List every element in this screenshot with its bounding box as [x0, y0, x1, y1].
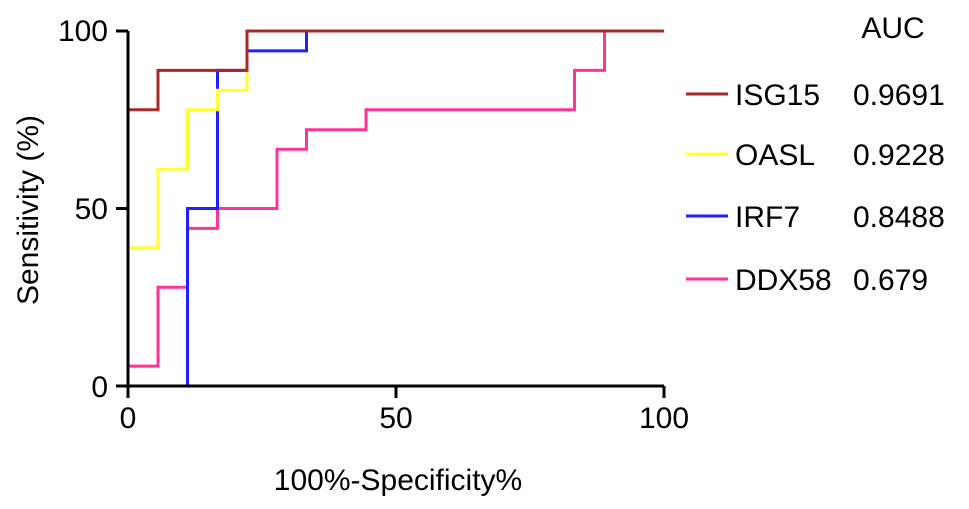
legend-entry-ddx58: DDX58 0.679 [686, 264, 928, 297]
series-line-ddx58 [126, 29, 664, 386]
legend-auc-irf7: 0.8488 [853, 201, 945, 234]
y-tick-label-50: 50 [75, 193, 108, 226]
x-axis-label: 100%-Specificity% [274, 464, 522, 497]
legend-auc-ddx58: 0.679 [853, 264, 928, 297]
series-line-irf7 [128, 29, 664, 388]
x-tick-label-0: 0 [120, 402, 137, 435]
legend-auc-isg15: 0.9691 [853, 79, 945, 112]
x-tick-label-100: 100 [639, 402, 689, 435]
legend-entry-isg15: ISG15 0.9691 [686, 79, 945, 112]
y-tick-label-0: 0 [91, 371, 108, 404]
x-tick-label-50: 50 [379, 402, 412, 435]
legend-entry-oasl: OASL 0.9228 [686, 139, 945, 172]
y-tick-label-100: 100 [58, 15, 108, 48]
legend-auc-oasl: 0.9228 [853, 139, 945, 172]
legend-label-oasl: OASL [735, 139, 815, 172]
legend-header: AUC [861, 12, 924, 45]
legend-label-irf7: IRF7 [735, 201, 800, 234]
legend-label-isg15: ISG15 [735, 79, 820, 112]
legend-entry-irf7: IRF7 0.8488 [686, 201, 945, 234]
legend-label-ddx58: DDX58 [735, 264, 832, 297]
y-axis-label: Sensitivity (%) [12, 115, 45, 305]
series-layer [126, 29, 664, 388]
